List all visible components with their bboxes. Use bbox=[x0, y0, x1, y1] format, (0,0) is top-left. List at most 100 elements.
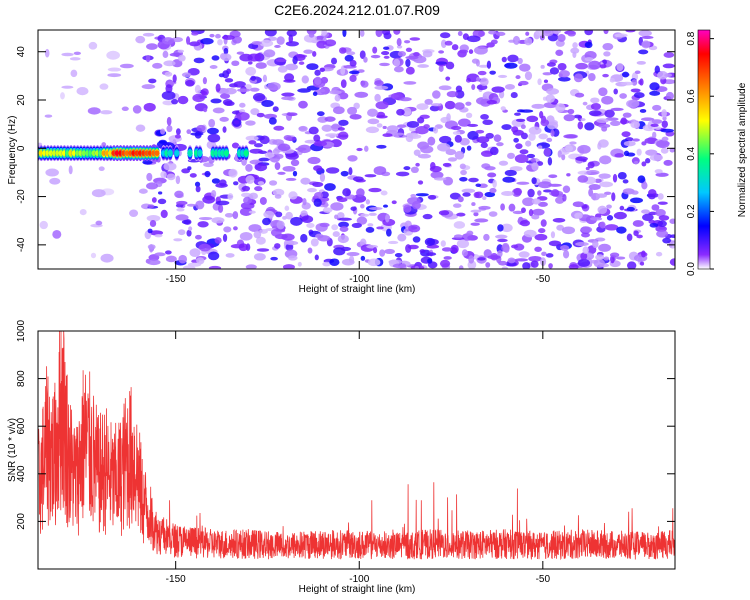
heatmap-cell bbox=[424, 98, 433, 105]
heatmap-cell bbox=[236, 111, 250, 121]
heatmap-cell bbox=[539, 111, 544, 119]
heatmap-cell bbox=[661, 136, 669, 142]
heatmap-cell bbox=[211, 55, 220, 61]
heatmap-cell bbox=[217, 204, 224, 213]
heatmap-cell bbox=[482, 196, 487, 201]
heatmap-cell bbox=[176, 208, 185, 212]
heatmap-cell bbox=[636, 148, 642, 156]
heatmap-cell bbox=[599, 181, 614, 188]
heatmap-cell bbox=[590, 97, 600, 104]
heatmap-cell bbox=[142, 159, 153, 165]
heatmap-cell bbox=[655, 251, 663, 257]
heatmap-cell bbox=[253, 253, 266, 261]
heatmap-cell bbox=[657, 193, 664, 200]
heatmap-cell bbox=[307, 156, 321, 165]
heatmap-cell bbox=[598, 123, 611, 128]
heatmap-cell bbox=[231, 142, 240, 149]
heatmap-cell bbox=[186, 203, 196, 207]
heatmap-cell bbox=[306, 30, 317, 36]
heatmap-cell bbox=[561, 153, 566, 161]
heatmap-cell bbox=[79, 208, 87, 216]
heatmap-cell bbox=[290, 216, 303, 226]
heatmap-cell bbox=[584, 122, 595, 131]
snr-x-tick-label: -150 bbox=[166, 574, 186, 585]
heatmap-cell bbox=[245, 135, 259, 141]
heatmap-cell bbox=[509, 166, 523, 172]
heatmap-cell bbox=[157, 191, 163, 195]
heatmap-cell bbox=[588, 73, 596, 82]
heatmap-cell bbox=[201, 91, 208, 96]
heatmap-cell bbox=[567, 108, 575, 115]
heatmap-cell bbox=[332, 106, 345, 115]
heatmap-cell bbox=[298, 61, 305, 65]
heatmap-cell bbox=[409, 37, 421, 41]
spectrogram-y-tick-label: -20 bbox=[16, 189, 27, 204]
heatmap-cell bbox=[580, 226, 593, 233]
snr-y-tick-label: 600 bbox=[16, 417, 27, 434]
heatmap-cell bbox=[254, 186, 263, 192]
heatmap-cell bbox=[577, 258, 591, 267]
heatmap-cell bbox=[500, 223, 513, 233]
heatmap-cell bbox=[386, 125, 399, 133]
heatmap-cell bbox=[146, 214, 161, 222]
heatmap-cell bbox=[588, 183, 601, 191]
heatmap-cell bbox=[340, 67, 346, 75]
heatmap-cell bbox=[433, 126, 439, 134]
heatmap-cell bbox=[393, 58, 401, 67]
heatmap-cell bbox=[193, 57, 205, 64]
heatmap-cell bbox=[322, 261, 331, 267]
heatmap-cell bbox=[135, 124, 146, 132]
heatmap-cell bbox=[197, 221, 209, 228]
heatmap-cell bbox=[582, 246, 589, 254]
heatmap-cell bbox=[413, 149, 421, 156]
heatmap-cell bbox=[501, 190, 515, 196]
heatmap-cell bbox=[471, 202, 476, 206]
heatmap-cell bbox=[511, 244, 519, 249]
heatmap-cell bbox=[224, 78, 234, 83]
heatmap-cell bbox=[507, 54, 519, 63]
heatmap-cell bbox=[177, 229, 186, 236]
heatmap-cell bbox=[186, 36, 191, 45]
heatmap-cell bbox=[222, 98, 233, 106]
colorbar-tick-label: 0.8 bbox=[686, 31, 697, 45]
heatmap-cell bbox=[161, 90, 176, 100]
heatmap-cell bbox=[540, 64, 545, 69]
heatmap-cell bbox=[474, 191, 484, 199]
heatmap-cell bbox=[379, 249, 386, 257]
heatmap-cell bbox=[572, 51, 577, 58]
heatmap-cell bbox=[373, 166, 387, 175]
heatmap-cell bbox=[632, 138, 640, 142]
heatmap-cell bbox=[151, 197, 157, 203]
heatmap-cell bbox=[383, 46, 390, 50]
spectrogram-x-tick-label: -100 bbox=[349, 274, 369, 285]
heatmap-cell bbox=[107, 67, 122, 72]
heatmap-cell bbox=[496, 142, 504, 147]
heatmap-cell bbox=[512, 35, 521, 45]
heatmap-cell bbox=[392, 263, 407, 269]
heatmap-cell bbox=[365, 126, 380, 134]
heatmap-cell bbox=[187, 166, 192, 171]
heatmap-cell bbox=[281, 92, 295, 97]
heatmap-cell bbox=[340, 79, 347, 89]
heatmap-cell bbox=[173, 238, 183, 242]
heatmap-cell bbox=[649, 222, 659, 228]
colorbar-tick-label: 0.6 bbox=[686, 89, 697, 103]
heatmap-cell bbox=[379, 62, 390, 67]
heatmap-cell bbox=[292, 55, 298, 65]
heatmap-cell bbox=[164, 71, 173, 77]
heatmap-cell bbox=[477, 257, 486, 261]
heatmap-cell bbox=[630, 197, 644, 204]
heatmap-cell bbox=[452, 131, 461, 135]
heatmap-cell bbox=[419, 249, 426, 254]
heatmap-cell bbox=[487, 172, 497, 178]
heatmap-cell bbox=[495, 234, 508, 239]
heatmap-cell bbox=[652, 104, 662, 111]
heatmap-cell bbox=[440, 240, 446, 247]
heatmap-cell bbox=[329, 90, 342, 95]
heatmap-cell bbox=[365, 199, 371, 205]
heatmap-cell bbox=[297, 88, 311, 93]
heatmap-cell bbox=[616, 226, 627, 234]
heatmap-cell bbox=[602, 42, 614, 51]
heatmap-cell bbox=[603, 51, 611, 57]
